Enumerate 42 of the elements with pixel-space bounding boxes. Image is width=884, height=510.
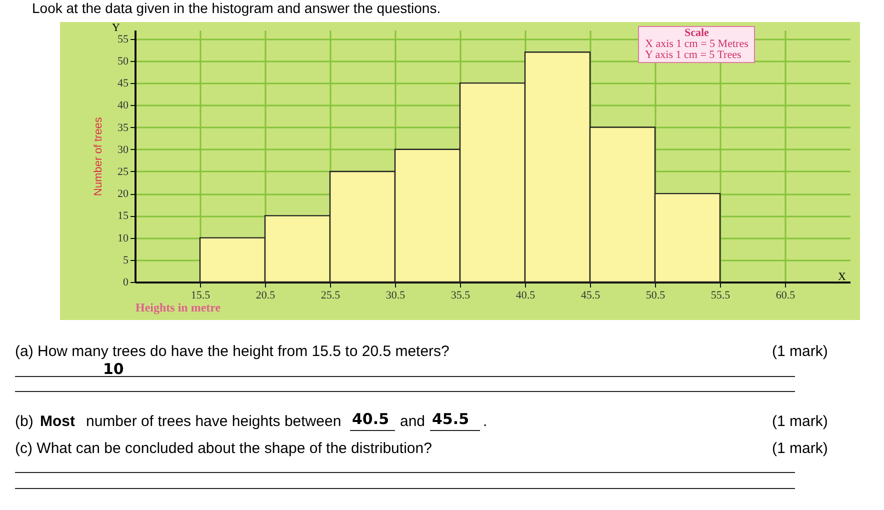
text: (1 mark) — [772, 413, 828, 430]
text: (b) — [15, 413, 34, 430]
chart-title: Look at the data given in the histogram and answer the questions. — [32, 0, 441, 16]
text: (a) How many trees do have the height from 15.5 to 20.5 meters? — [15, 343, 450, 360]
y-tick-label: 25 — [118, 166, 129, 178]
x-tick-label: 35.5 — [450, 290, 471, 302]
x-tick-label: 20.5 — [256, 290, 276, 302]
text: number of trees have heights between — [86, 413, 342, 430]
annotation: Y axis 1 cm = 5 Trees — [645, 49, 742, 61]
x-tick-label: 15.5 — [190, 290, 211, 302]
y-tick-label: 5 — [123, 254, 129, 266]
annotation: Scale — [683, 27, 710, 39]
x-tick-label: 55.5 — [710, 290, 731, 302]
y-tick-label: 45 — [118, 78, 129, 90]
text: . — [483, 413, 488, 430]
text: 45.5 — [432, 410, 470, 428]
y-tick-label: 10 — [118, 232, 129, 244]
text: Most — [40, 413, 75, 430]
text: Y — [112, 22, 120, 34]
y-tick-label: 15 — [118, 210, 129, 222]
text: 40.5 — [352, 410, 390, 428]
x-tick-label: 40.5 — [516, 290, 536, 302]
text: (c) What can be concluded about the shape of the distribution? — [15, 440, 432, 457]
y-tick-label: 35 — [118, 122, 129, 134]
x-tick-label: 30.5 — [386, 290, 406, 302]
y-tick-label: 30 — [118, 144, 129, 156]
annotation: X — [838, 271, 846, 283]
x-tick-label: 45.5 — [580, 290, 601, 302]
text: (1 mark) — [772, 343, 828, 360]
x-axis-title: Heights in metre — [136, 300, 222, 314]
y-tick-label: 55 — [118, 33, 129, 46]
x-tick-label: 60.5 — [776, 290, 796, 302]
y-tick-label: 0 — [123, 276, 129, 288]
y-tick-label: 40 — [118, 100, 129, 112]
x-tick-label: 50.5 — [646, 290, 666, 302]
text: and — [400, 413, 426, 430]
y-tick-label: 50 — [118, 55, 129, 68]
annotation: X axis 1 cm = 5 Metres — [645, 38, 748, 50]
y-tick-label: 20 — [118, 188, 129, 200]
text: (1 mark) — [772, 440, 828, 457]
x-tick-label: 25.5 — [320, 290, 341, 302]
y-axis-title: Number of trees — [92, 116, 104, 196]
